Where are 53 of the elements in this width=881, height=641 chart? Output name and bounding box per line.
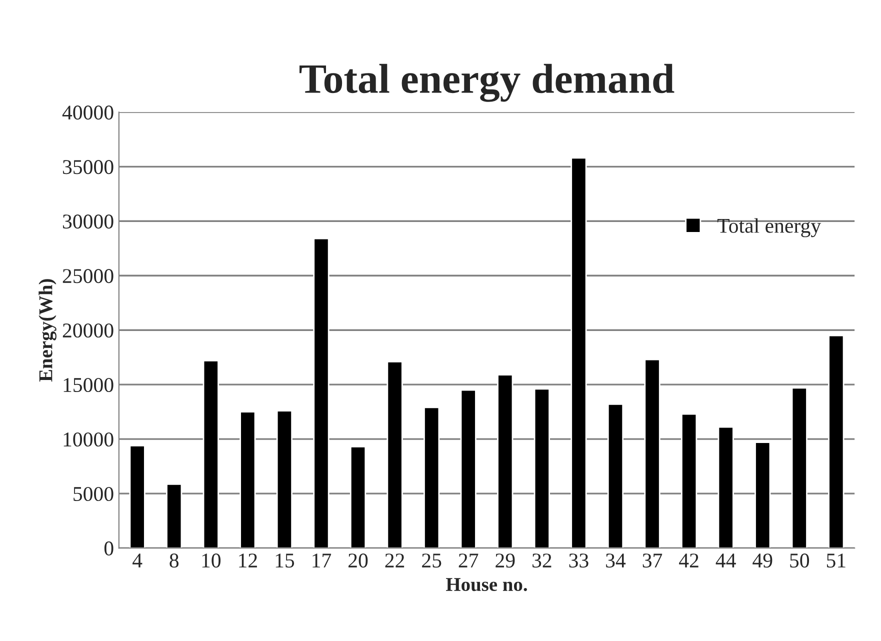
x-tick-label: 8 [170,554,179,568]
bar [644,358,660,548]
bar [276,410,293,548]
bar [386,361,403,548]
bar [350,446,366,548]
bar [497,374,514,548]
x-tick-label: 44 [716,554,736,568]
bar [534,388,550,548]
x-tick-label: 42 [679,554,698,568]
x-tick-label: 20 [348,554,368,568]
chart-title: Total energy demand [299,64,674,102]
x-tick-label: 15 [276,554,294,568]
bar [202,360,219,548]
x-tick-label: 10 [202,554,221,568]
x-tick-label: 22 [385,554,404,568]
x-tick-label: 17 [312,554,332,568]
y-axis-title: Energy(Wh) [38,279,56,382]
bar [240,411,256,548]
x-tick-label: 49 [752,554,772,568]
y-tick-label: 40000 [62,106,114,120]
bar [166,484,182,548]
y-tick-label: 35000 [62,160,114,174]
y-tick-label: 0 [104,541,114,556]
x-tick-label: 51 [826,554,846,568]
x-tick-label: 25 [422,554,442,568]
y-tick-label: 15000 [64,378,114,392]
bar [681,413,698,548]
bar [754,442,771,548]
x-tick-label: 37 [642,554,662,568]
x-tick-label: 32 [532,554,552,568]
bar [828,334,844,548]
y-tick-label: 20000 [62,323,114,338]
legend-label: Total energy [717,218,822,238]
x-tick-label: 12 [239,554,257,568]
x-axis-title: House no. [446,578,527,592]
x-tick-label: 29 [496,554,515,568]
bar [129,444,146,548]
bar [791,387,808,548]
x-tick-label: 34 [606,554,626,568]
y-tick-label: 5000 [74,486,114,502]
x-tick-label: 50 [790,554,810,568]
bar [607,404,624,548]
bar [460,389,476,548]
x-tick-label: 27 [458,554,478,568]
bar [570,157,587,548]
bar [424,406,440,548]
x-tick-label: 33 [569,554,588,568]
bar [718,426,734,548]
x-tick-label: 4 [132,554,142,568]
y-tick-label: 30000 [62,214,114,229]
y-tick-label: 10000 [64,432,114,447]
y-tick-label: 25000 [62,269,114,284]
bar [313,238,330,548]
